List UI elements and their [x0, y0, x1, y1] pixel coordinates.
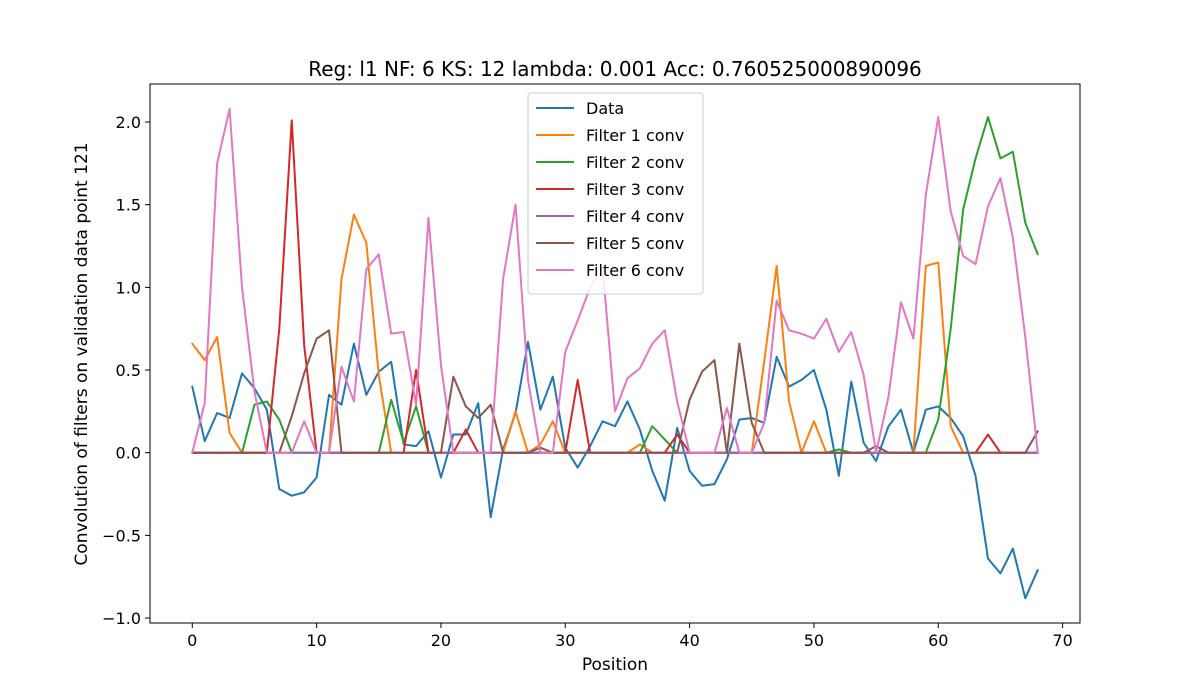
x-tick-label: 70 [1052, 631, 1072, 650]
x-tick-label: 50 [804, 631, 824, 650]
y-axis-ticks: −1.0 −0.5 0.0 0.5 1.0 1.5 2.0 [102, 113, 150, 628]
x-tick-label: 40 [679, 631, 699, 650]
x-axis-ticks: 0 10 20 30 40 50 60 70 [187, 623, 1073, 650]
y-tick-label: −1.0 [102, 609, 141, 628]
y-axis-label: Convolution of filters on validation dat… [72, 142, 92, 565]
legend-label-3: Filter 2 conv [586, 153, 684, 172]
y-tick-label: 0.0 [116, 444, 141, 463]
plot-frame [149, 83, 1081, 624]
x-tick-label: 60 [928, 631, 948, 650]
y-tick-label: 1.5 [116, 196, 141, 215]
y-tick-label: 0.5 [116, 361, 141, 380]
x-tick-label: 20 [431, 631, 451, 650]
legend-label-2: Filter 1 conv [586, 126, 684, 145]
legend: Data Filter 1 conv Filter 2 conv Filter 3 c… [527, 92, 704, 295]
y-tick-label: −0.5 [102, 526, 141, 545]
x-axis-label: Position [582, 655, 648, 675]
plot-lines [191, 107, 1039, 600]
chart-title: Reg: l1 NF: 6 KS: 12 lambda: 0.001 Acc: … [308, 57, 922, 81]
legend-label-1: Data [586, 99, 624, 118]
legend-label-4: Filter 3 conv [586, 180, 684, 199]
legend-label-7: Filter 6 conv [586, 261, 684, 280]
x-tick-label: 10 [306, 631, 326, 650]
x-tick-label: 30 [555, 631, 575, 650]
y-tick-label: 2.0 [116, 113, 141, 132]
legend-label-6: Filter 5 conv [586, 234, 684, 253]
series-line-7 [191, 107, 1039, 454]
legend-label-5: Filter 4 conv [586, 207, 684, 226]
x-tick-label: 0 [187, 631, 197, 650]
series-line-6 [191, 329, 1039, 454]
y-tick-label: 1.0 [116, 278, 141, 297]
